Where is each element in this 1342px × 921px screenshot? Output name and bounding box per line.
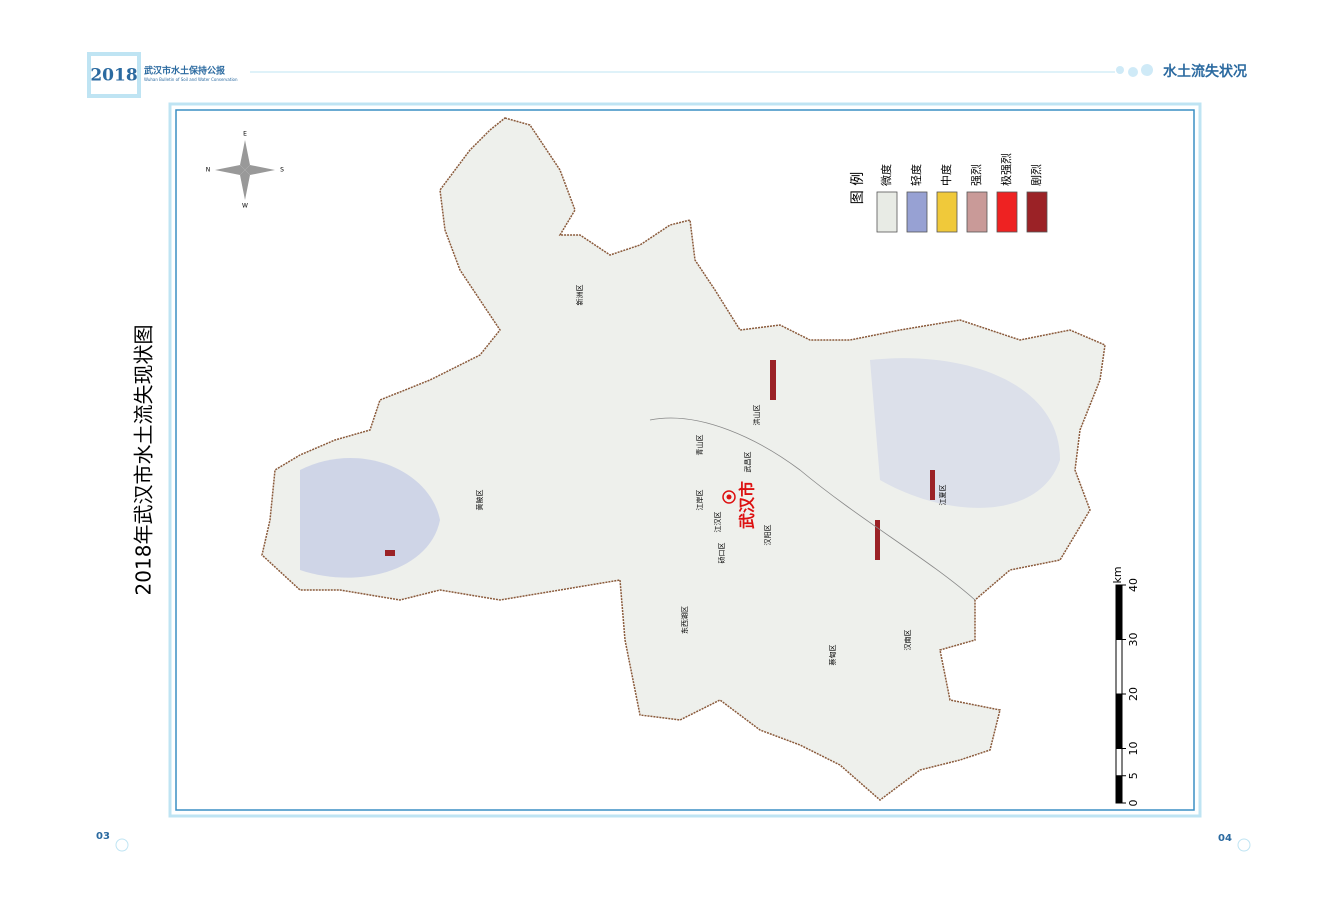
district-label: 硚口区 [718,543,726,564]
legend-label: 轻度 [909,164,923,186]
scale-label: 20 [1127,687,1140,701]
bubble [1141,64,1153,76]
district-label: 江夏区 [939,485,947,506]
compass: E S W N [206,131,284,210]
city-boundary [261,117,1106,801]
erosion-patch [870,358,1060,508]
page-number: 03 [96,831,110,842]
header-year: 2018 [90,66,137,86]
city-marker [722,490,736,504]
district-label: 蔡甸区 [828,645,837,666]
city-marker [726,494,732,500]
legend-label: 中度 [939,164,953,186]
scale-segment [1116,775,1122,803]
bubble [1128,67,1138,77]
district-label: 江汉区 [714,512,722,533]
compass-label: N [206,167,211,174]
scale-unit: km [1111,566,1124,583]
compass-label: W [242,203,248,210]
scale-segment [1116,694,1122,749]
compass-label: S [280,167,284,174]
district-label: 青山区 [695,435,704,456]
district-label: 东西湖区 [680,606,689,634]
header-title: 武汉市水土保持公报 [144,65,225,77]
legend-label: 微度 [879,164,893,186]
bubble [1237,838,1251,852]
erosion-patch [300,458,440,578]
district-label: 江岸区 [696,490,704,511]
legend-swatch [906,191,928,233]
legend-swatch [996,191,1018,233]
map-title: 2018年武汉市水土流失现状图 [132,325,156,596]
scale-segment [1116,585,1122,640]
bubble [1116,66,1124,74]
legend-swatch [876,191,898,233]
legend-swatch [936,191,958,233]
legend-swatch [966,191,988,233]
year-box [87,52,141,98]
scale-label: 5 [1127,772,1140,779]
river [649,417,976,601]
legend-label: 强烈 [969,164,983,186]
frame-outer [168,102,1202,818]
page-number: 04 [1218,833,1232,844]
scale-label: 0 [1127,800,1140,807]
legend-swatch [1026,191,1048,233]
header-subtitle: Wuhan Bulletin of Soil and Water Conserv… [144,77,238,82]
scale-label: 10 [1127,742,1140,756]
bubble [115,838,129,852]
header-section: 水土流失状况 [1163,63,1247,80]
scale-label: 40 [1127,578,1140,592]
compass-label: E [243,131,247,138]
district-label: 汉阳区 [763,525,772,546]
erosion-patch [385,360,935,560]
city-label: 武汉市 [738,481,757,529]
legend-label: 极强烈 [999,153,1013,186]
district-label: 洪山区 [752,405,761,426]
scale-label: 30 [1127,633,1140,647]
legend-title: 图 例 [850,172,866,204]
legend-label: 剧烈 [1029,164,1043,186]
district-label: 武昌区 [743,452,752,473]
district-label: 汉南区 [903,630,912,651]
district-label: 新洲区 [575,285,584,306]
district-label: 黄陂区 [475,490,484,511]
